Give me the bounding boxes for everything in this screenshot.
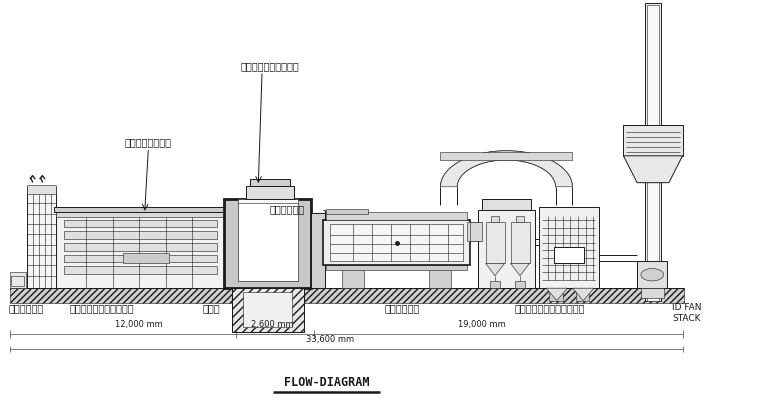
Bar (330, 224, 463, 261)
Bar (55, 207, 225, 212)
Bar (623, 125, 682, 156)
Text: 2,600 mm: 2,600 mm (250, 320, 293, 329)
Bar (637, 261, 667, 288)
Bar (511, 222, 530, 264)
Text: 丸太燃料投入装置: 丸太燃料投入装置 (125, 137, 172, 147)
Bar (491, 216, 499, 222)
Bar (64, 243, 216, 251)
Bar (647, 5, 659, 300)
Bar (311, 212, 325, 288)
Bar (539, 208, 599, 288)
Text: 投入口開閉シリンダー: 投入口開閉シリンダー (241, 61, 299, 71)
Bar (11, 276, 24, 286)
Bar (10, 271, 27, 288)
Text: FLOW-DIAGRAM: FLOW-DIAGRAM (284, 376, 369, 390)
Bar (326, 265, 467, 269)
Bar (64, 220, 216, 227)
Bar (64, 266, 216, 273)
Text: 油圧ユニット: 油圧ユニット (8, 303, 43, 313)
Bar (467, 222, 480, 241)
Bar (64, 255, 216, 262)
Bar (238, 203, 298, 281)
Bar (64, 232, 216, 239)
Circle shape (641, 269, 663, 281)
Bar (56, 212, 224, 288)
Bar (478, 210, 535, 288)
Bar (27, 185, 56, 194)
Bar (326, 212, 467, 220)
Text: 33,600 mm: 33,600 mm (306, 335, 354, 344)
Bar (231, 288, 304, 332)
Polygon shape (546, 288, 568, 300)
Bar (490, 281, 500, 288)
Text: ダブル・マルチサイクロン: ダブル・マルチサイクロン (515, 303, 585, 313)
Bar (429, 268, 452, 288)
Bar (440, 152, 572, 160)
Bar (515, 281, 525, 288)
Text: 燃焼灰押込みシリンダー: 燃焼灰押込みシリンダー (69, 303, 134, 313)
Bar (238, 199, 298, 281)
Bar (56, 210, 224, 217)
Bar (323, 220, 471, 266)
Bar (224, 199, 311, 288)
Bar (554, 247, 584, 264)
Bar (471, 222, 482, 241)
Bar (516, 216, 524, 222)
Polygon shape (573, 288, 594, 300)
Bar (342, 268, 364, 288)
Bar (246, 186, 294, 199)
Bar (326, 209, 368, 214)
Polygon shape (623, 156, 682, 183)
Text: ID FAN
STACK: ID FAN STACK (672, 303, 701, 323)
Bar (10, 288, 684, 303)
Text: 廃熱ボイラー: 廃熱ボイラー (385, 303, 420, 313)
Bar (644, 3, 661, 300)
Bar (641, 288, 663, 298)
Bar (482, 199, 531, 210)
Polygon shape (440, 151, 572, 187)
Bar (27, 187, 56, 288)
Bar (243, 292, 292, 327)
Bar (123, 253, 168, 264)
Text: 12,000 mm: 12,000 mm (115, 320, 163, 329)
Text: 燃焼炉ドアー: 燃焼炉ドアー (269, 205, 305, 215)
Bar (576, 293, 589, 300)
Bar (550, 293, 563, 300)
Bar (231, 288, 304, 332)
Text: 燃焼炉: 燃焼炉 (203, 303, 220, 313)
Polygon shape (511, 264, 530, 276)
Bar (486, 222, 505, 264)
Text: 19,000 mm: 19,000 mm (458, 320, 505, 329)
Polygon shape (486, 264, 505, 276)
Bar (250, 178, 290, 186)
